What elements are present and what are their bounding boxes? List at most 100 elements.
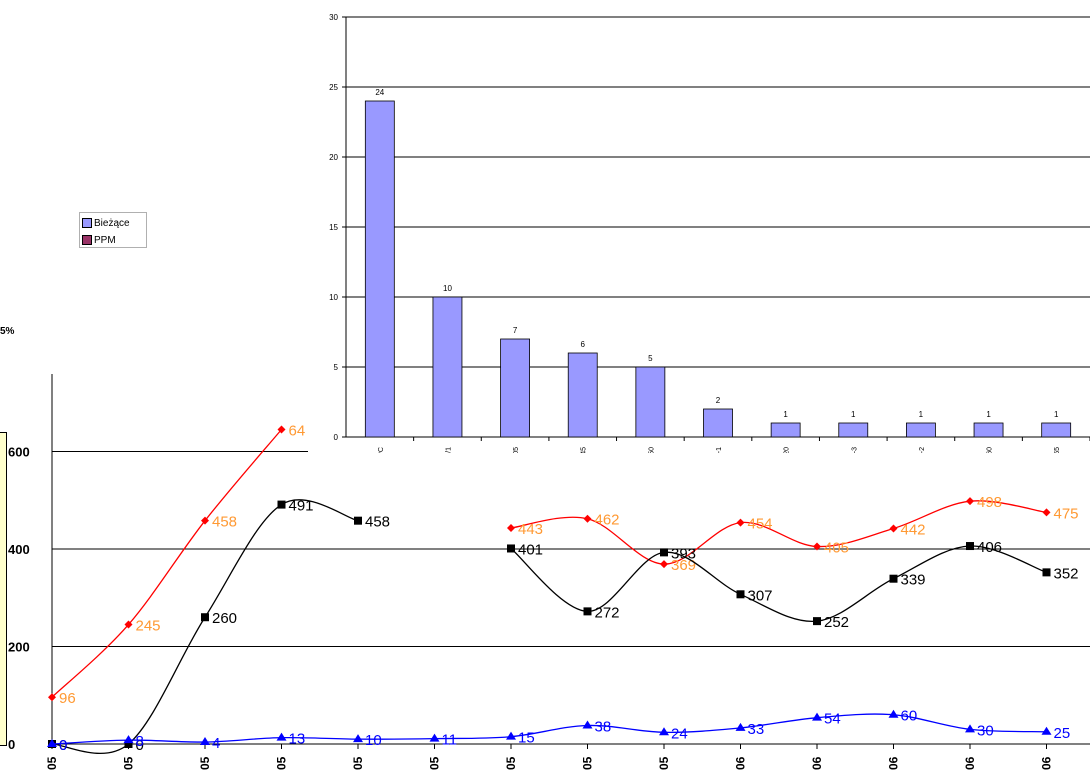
data-label: 458 (365, 514, 390, 531)
bar-value-label: 1 (919, 410, 924, 419)
series-line-0 (51, 429, 282, 698)
bar-value-label: 1 (986, 410, 991, 419)
x-tick-label: 05 (581, 756, 595, 770)
bar-category-label: L11APC (378, 447, 385, 453)
data-label: 13 (289, 731, 306, 748)
data-label: 393 (671, 545, 696, 562)
data-point-marker (48, 693, 56, 702)
x-tick-label: 05 (351, 756, 365, 770)
bar (838, 422, 869, 438)
data-point-marker (966, 542, 974, 551)
x-tick-label: 05 (275, 756, 289, 770)
bar-category-label: A M-050 (648, 447, 655, 453)
data-label: 64 (289, 422, 306, 439)
data-label: 443 (518, 521, 543, 538)
x-tick-label: 06 (734, 756, 748, 770)
data-point-marker (201, 516, 209, 525)
data-point-marker (353, 734, 363, 743)
data-point-marker (582, 720, 593, 729)
data-point-marker (889, 524, 898, 533)
data-point-marker (354, 516, 362, 525)
bar (770, 422, 801, 438)
data-point-marker (888, 709, 899, 718)
data-point-marker (966, 497, 974, 506)
x-tick-label: 05 (122, 756, 136, 770)
x-tick-label: 05 (198, 756, 212, 770)
data-label: 15 (518, 730, 535, 747)
data-point-marker (812, 712, 822, 721)
bar-chart: 05101520253024L11APC10W-001/17A M-0056A … (329, 13, 1090, 473)
bar (906, 422, 936, 438)
data-label: 0 (59, 737, 67, 754)
series-line-1 (51, 499, 359, 754)
data-point-marker (507, 523, 515, 532)
data-label: 60 (901, 708, 918, 725)
bar (973, 422, 1004, 438)
data-point-marker (201, 613, 209, 622)
bar-value-label: 24 (375, 88, 384, 97)
data-point-marker (124, 620, 133, 629)
data-label: 38 (595, 718, 612, 735)
legend: Bieżące PPM (79, 212, 147, 248)
x-tick-label: 05 (657, 756, 671, 770)
bar-value-label: 1 (1054, 410, 1059, 419)
data-label: 10 (365, 732, 382, 749)
bar-y-tick-label: 25 (329, 83, 338, 92)
data-label: 442 (901, 521, 926, 538)
data-point-marker (660, 548, 668, 557)
data-point-marker (1042, 508, 1051, 517)
data-label: 96 (59, 690, 76, 707)
data-label: 339 (901, 572, 926, 589)
bar (703, 408, 733, 438)
x-tick-label: 06 (963, 756, 977, 770)
data-point-marker (813, 617, 821, 626)
data-point-marker (660, 560, 668, 569)
data-point-marker (736, 518, 745, 527)
bar-y-tick-label: 20 (329, 153, 338, 162)
legend-swatch-ppm (82, 235, 92, 245)
data-label: 458 (212, 514, 237, 531)
data-point-marker (1042, 568, 1051, 577)
data-point-marker (583, 607, 592, 616)
yellow-panel-edge (0, 432, 7, 746)
y-tick-label: 400 (8, 542, 30, 557)
data-point-marker (506, 731, 516, 740)
bar-value-label: 7 (513, 326, 518, 335)
bar-category-label: W-001/1 (445, 447, 452, 453)
data-label: 498 (977, 494, 1002, 511)
data-point-marker (124, 740, 133, 748)
bar-y-tick-label: 15 (329, 223, 338, 232)
legend-swatch-biezace (82, 218, 92, 228)
bar-value-label: 2 (716, 396, 721, 405)
data-point-marker (813, 542, 821, 551)
bar-category-label: A M-060 (987, 447, 994, 453)
data-point-marker (659, 727, 669, 736)
percent-label: 5% (0, 326, 15, 337)
legend-item-ppm: PPM (82, 233, 146, 247)
bar-y-tick-label: 5 (334, 363, 339, 372)
data-point-marker (1041, 726, 1052, 735)
bar-category-label: A M-055 (1054, 447, 1061, 453)
legend-item-biezace: Bieżące (82, 216, 146, 230)
bar (432, 296, 463, 438)
bar-chart-panel: 05101520253024L11APC10W-001/17A M-0056A … (308, 0, 1090, 473)
bar-category-label: M-070-2 (919, 447, 926, 453)
data-point-marker (123, 735, 134, 744)
y-tick-label: 0 (8, 737, 15, 752)
data-label: 8 (136, 733, 144, 750)
bar (1041, 422, 1072, 438)
bar (567, 352, 598, 438)
bar (364, 100, 395, 438)
bar (635, 366, 666, 438)
bar-value-label: 10 (443, 284, 452, 293)
data-label: 401 (518, 541, 543, 558)
data-label: 11 (442, 732, 458, 749)
bar-category-label: A M-045 (581, 447, 588, 453)
x-tick-label: 06 (810, 756, 824, 770)
x-tick-label: 05 (45, 756, 59, 770)
data-label: 245 (136, 618, 161, 635)
data-label: 54 (824, 711, 841, 728)
data-label: 0 (59, 737, 67, 754)
legend-label-biezace: Bieżące (94, 217, 130, 229)
